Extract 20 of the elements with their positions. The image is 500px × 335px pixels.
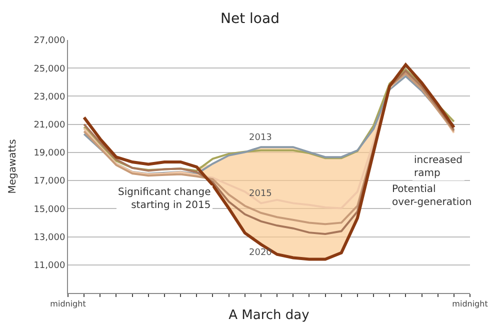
y-axis-title: Megawatts [8,139,19,194]
y-tick-label: 17,000 [34,176,66,187]
series-label: 2020 [249,248,272,258]
y-tick-label: 23,000 [34,92,66,102]
series-label: 2013 [249,133,272,143]
annotation: increased ramp [414,155,462,179]
y-tick-label: 19,000 [34,148,66,159]
x-axis-title: A March day [228,308,310,324]
y-tick-label: 21,000 [34,120,66,130]
series-label: 2015 [249,189,272,199]
annotation: Significant change starting in 2015 [118,187,211,211]
x-tick-label: midnight [452,300,488,309]
annotation: Potential over-generation [392,184,472,208]
y-tick-label: 15,000 [34,204,66,215]
y-tick-label: 11,000 [34,261,66,272]
x-tick-label: midnight [50,300,86,309]
y-tick-label: 13,000 [34,232,66,243]
y-tick-label: 25,000 [34,64,66,74]
y-tick-label: 27,000 [34,36,66,46]
chart-title: Net load [220,11,280,28]
